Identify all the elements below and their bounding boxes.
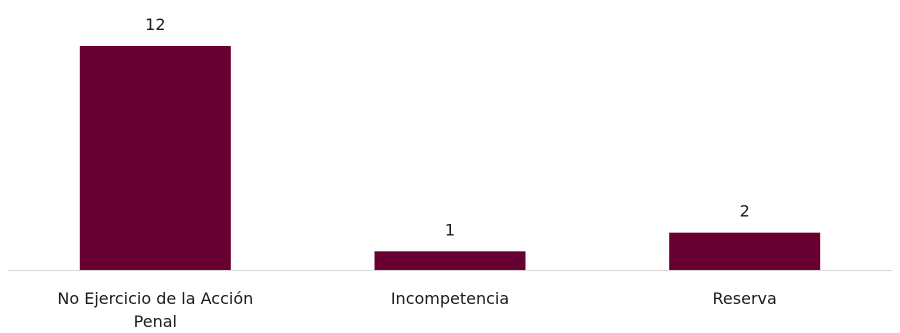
category-label-line: Reserva xyxy=(713,289,777,308)
bars-group xyxy=(79,46,821,270)
category-label: No Ejercicio de la Acción Penal xyxy=(57,289,253,331)
bar-value-label: 1 xyxy=(445,220,455,239)
bar xyxy=(669,232,821,270)
bar-value-label: 2 xyxy=(740,202,750,221)
category-label: Reserva xyxy=(713,289,777,308)
category-label-line: Penal xyxy=(134,312,177,331)
category-label: Incompetencia xyxy=(391,289,509,308)
category-labels-group: No Ejercicio de la Acción Penal Incompeten… xyxy=(57,289,776,331)
bar-value-label: 12 xyxy=(145,15,165,34)
bar xyxy=(79,46,231,270)
category-label-line: Incompetencia xyxy=(391,289,509,308)
bar xyxy=(374,251,526,270)
category-label-line: No Ejercicio de la Acción xyxy=(57,289,253,308)
